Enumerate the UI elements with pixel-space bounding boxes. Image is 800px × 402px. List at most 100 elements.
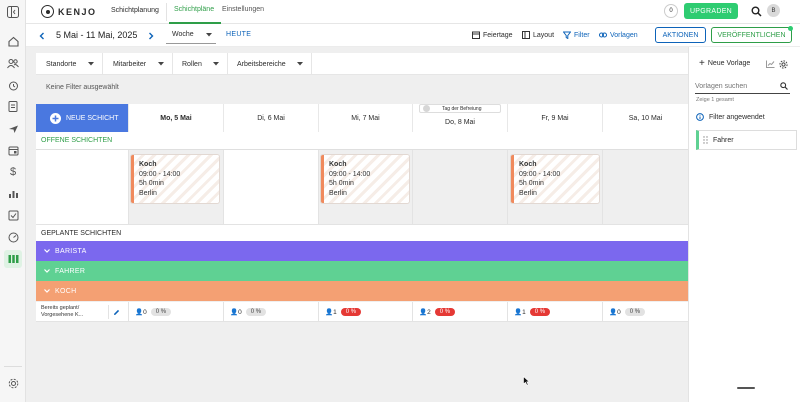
layout-label: Layout <box>533 31 555 39</box>
group-row-koch[interactable]: KOCH <box>36 281 688 301</box>
dropdown-label: Mitarbeiter <box>113 60 147 68</box>
dropdown-label: Arbeitsbereiche <box>237 60 286 68</box>
template-search-input[interactable] <box>695 80 775 92</box>
bar-chart-icon[interactable] <box>5 185 21 201</box>
schedule-toolbar: 5 Mai - 11 Mai, 2025 Woche HEUTE Feierta… <box>26 24 800 47</box>
chevron-down-icon <box>88 62 94 66</box>
gauge-icon[interactable] <box>5 229 21 245</box>
layout-icon <box>522 31 530 39</box>
chevron-down-icon <box>44 269 50 273</box>
kenjo-logo[interactable]: KENJO <box>41 5 97 18</box>
actions-button[interactable]: AKTIONEN <box>655 27 706 43</box>
stat-percent: 0 % <box>245 308 267 316</box>
stat-cell: 👤 0 0 % <box>602 302 688 322</box>
view-select-value: Woche <box>172 31 194 38</box>
chevron-down-icon <box>206 32 212 36</box>
person-icon: 👤 <box>609 309 618 316</box>
stats-row <box>36 302 688 322</box>
shift-planning-icon[interactable] <box>4 250 22 268</box>
edit-pencil-icon[interactable] <box>108 305 124 319</box>
link-icon <box>599 32 607 38</box>
panel-scroll-handle[interactable] <box>737 387 755 389</box>
logo-mark-icon <box>41 5 54 18</box>
day-header-sat: Sa, 10 Mai <box>602 104 688 132</box>
day-column-tue[interactable] <box>223 150 318 224</box>
template-count: Zeige 1 gesamt <box>696 97 734 103</box>
chart-icon[interactable] <box>762 56 778 72</box>
calendar-check-icon[interactable] <box>5 142 21 158</box>
group-row-fahrer[interactable]: FAHRER <box>36 261 688 281</box>
stat-cell: 👤 1 0 % <box>507 302 602 322</box>
stat-percent: 0 % <box>434 308 456 316</box>
dollar-icon[interactable]: $ <box>9 166 17 178</box>
home-icon[interactable] <box>5 33 21 49</box>
stat-count: 1 <box>522 308 526 316</box>
stat-cell: 👤 2 0 % <box>412 302 507 322</box>
group-row-barista[interactable]: BARISTA <box>36 241 688 261</box>
stat-cell: 👤 0 0 % <box>223 302 318 322</box>
people-icon[interactable] <box>5 55 21 71</box>
chevron-down-icon <box>44 249 50 253</box>
next-week-icon[interactable] <box>143 28 159 44</box>
work-areas-dropdown[interactable]: Arbeitsbereiche <box>228 53 312 75</box>
avatar[interactable]: B <box>767 4 780 17</box>
roles-dropdown[interactable]: Rollen <box>173 53 228 75</box>
previous-week-icon[interactable] <box>34 28 50 44</box>
view-select[interactable]: Woche <box>166 26 216 44</box>
checklist-icon[interactable] <box>5 207 21 223</box>
exemption-label: Tag der Befreiung <box>442 105 482 112</box>
open-shift-card[interactable]: Koch 09:00 - 14:00 5h 0min Berlin <box>321 155 409 203</box>
plus-circle-icon <box>50 112 61 124</box>
tab-einstellungen[interactable]: Einstellungen <box>219 0 267 24</box>
exemption-day-toggle[interactable]: Tag der Befreiung <box>419 104 501 113</box>
new-shift-button[interactable]: NEUE SCHICHT <box>36 104 128 132</box>
location-dropdown[interactable]: Standorte <box>36 53 103 75</box>
day-column-thu[interactable] <box>412 150 507 224</box>
plus-icon: + <box>699 58 705 69</box>
templates-button[interactable]: Vorlagen <box>599 31 638 39</box>
holidays-button[interactable]: Feiertage <box>472 31 513 39</box>
chevron-down-icon <box>213 62 219 66</box>
employee-dropdown[interactable]: Mitarbeiter <box>103 53 173 75</box>
templates-panel: + Neue Vorlage Zeige 1 gesamt Filter ang… <box>688 47 800 402</box>
rail-divider <box>4 366 22 367</box>
shift-location: Berlin <box>519 189 537 197</box>
template-item-fahrer[interactable]: Fahrer <box>696 130 797 150</box>
plane-icon[interactable] <box>5 120 21 136</box>
logo-text: KENJO <box>58 6 97 17</box>
section-title: Schichtplanung <box>111 7 159 14</box>
template-search-field[interactable] <box>695 80 790 94</box>
stat-cell: 👤 1 0 % <box>318 302 412 322</box>
new-template-button[interactable]: + Neue Vorlage <box>699 58 750 69</box>
tab-schichtplaene[interactable]: Schichtpläne <box>169 0 221 24</box>
notification-counter[interactable]: 0 <box>664 4 678 18</box>
shift-duration: 5h 0min <box>139 180 164 187</box>
layout-button[interactable]: Layout <box>522 31 554 39</box>
filter-icon <box>563 31 571 39</box>
open-shift-card[interactable]: Koch 09:00 - 14:00 5h 0min Berlin <box>131 155 219 203</box>
publish-button[interactable]: VERÖFFENTLICHEN <box>711 27 792 43</box>
alarm-icon[interactable] <box>5 77 21 93</box>
search-icon[interactable] <box>748 3 764 19</box>
upgrade-button[interactable]: UPGRADEN <box>684 3 738 19</box>
stats-label: Bereits geplant/ Vorgesehene K... <box>41 305 84 318</box>
document-icon[interactable] <box>5 98 21 114</box>
toggle-sidebar-icon[interactable] <box>5 4 21 20</box>
today-button[interactable]: HEUTE <box>226 31 252 38</box>
tab-label: Schichtpläne <box>174 6 215 13</box>
open-shift-card[interactable]: Koch 09:00 - 14:00 5h 0min Berlin <box>511 155 599 203</box>
group-label: BARISTA <box>55 247 87 255</box>
top-bar: KENJO Schichtplanung Schichtpläne Einste… <box>26 0 800 24</box>
settings-icon[interactable] <box>5 375 21 391</box>
calendar-icon <box>472 31 480 39</box>
date-range: 5 Mai - 11 Mai, 2025 <box>56 30 138 40</box>
settings-gear-icon[interactable] <box>775 56 791 72</box>
day-column-sat[interactable] <box>602 150 688 224</box>
day-header-tue: Di, 6 Mai <box>223 104 318 132</box>
filter-button[interactable]: Filter <box>563 31 590 39</box>
chevron-down-icon <box>158 62 164 66</box>
publish-status-dot <box>788 26 793 31</box>
stat-count: 2 <box>427 308 431 316</box>
drag-handle-icon[interactable] <box>703 136 708 144</box>
template-item-label: Fahrer <box>713 136 734 144</box>
